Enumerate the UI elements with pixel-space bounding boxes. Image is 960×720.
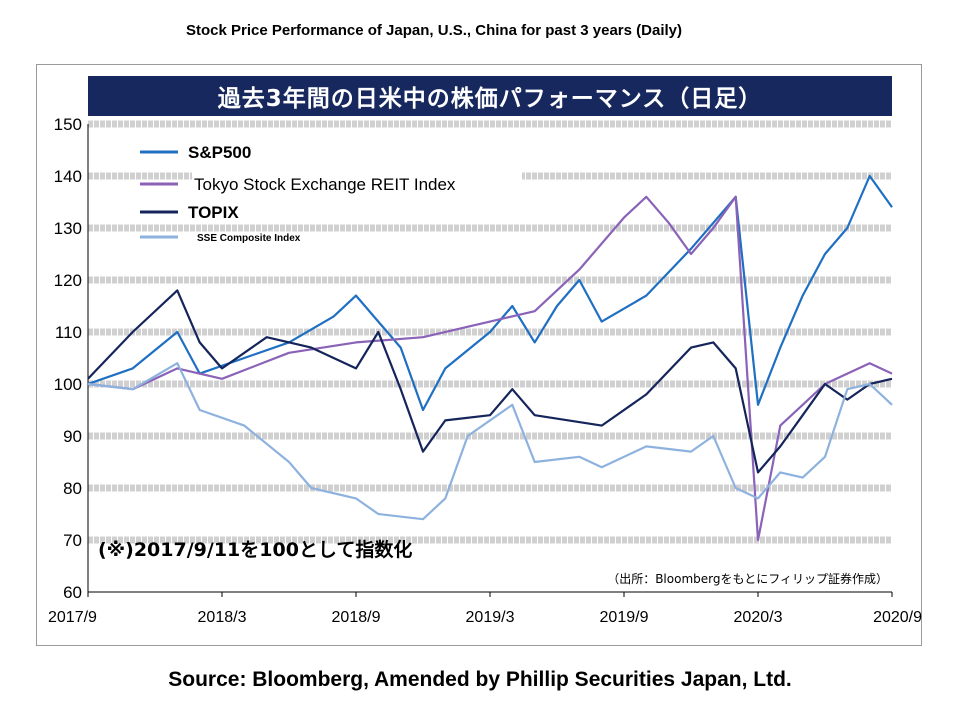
y-tick-label: 90 bbox=[63, 427, 82, 446]
y-tick-label: 70 bbox=[63, 531, 82, 550]
y-tick-label: 130 bbox=[54, 219, 82, 238]
y-tick-label: 80 bbox=[63, 479, 82, 498]
chart-title: 過去3年間の日米中の株価パフォーマンス（日足） bbox=[88, 76, 892, 116]
x-tick-label: 2017/9 bbox=[48, 609, 97, 626]
x-tick-label: 2020/3 bbox=[734, 609, 783, 626]
series-line bbox=[87, 195, 893, 542]
x-tick-label: 2020/9 bbox=[873, 609, 922, 626]
y-tick-label: 60 bbox=[63, 583, 82, 602]
source-footer: Source: Bloomberg, Amended by Phillip Se… bbox=[168, 668, 792, 691]
chart-frame bbox=[36, 64, 922, 646]
legend-label: Tokyo Stock Exchange REIT Index bbox=[194, 175, 456, 194]
series-line bbox=[87, 174, 893, 412]
y-tick-label: 110 bbox=[55, 323, 82, 342]
legend-label: TOPIX bbox=[188, 203, 239, 222]
x-tick-label: 2018/9 bbox=[332, 609, 381, 626]
x-tick-label: 2019/3 bbox=[466, 609, 515, 626]
y-tick-label: 150 bbox=[54, 115, 82, 134]
series-line bbox=[87, 289, 893, 474]
legend-label-background bbox=[192, 172, 522, 196]
x-tick-label: 2019/9 bbox=[600, 609, 649, 626]
series-line bbox=[87, 362, 893, 521]
x-tick-label: 2018/3 bbox=[198, 609, 247, 626]
legend-label: S&P500 bbox=[188, 143, 251, 162]
y-tick-label: 120 bbox=[54, 271, 82, 290]
page-title: Stock Price Performance of Japan, U.S., … bbox=[185, 22, 682, 39]
y-tick-label: 140 bbox=[54, 167, 82, 186]
y-tick-label: 100 bbox=[54, 375, 82, 394]
source-note: （出所：Bloombergをもとにフィリップ証券作成） bbox=[607, 571, 888, 586]
legend-label: SSE Composite Index bbox=[197, 233, 301, 244]
base-note: (※)2017/9/11を100として指数化 bbox=[98, 538, 412, 561]
